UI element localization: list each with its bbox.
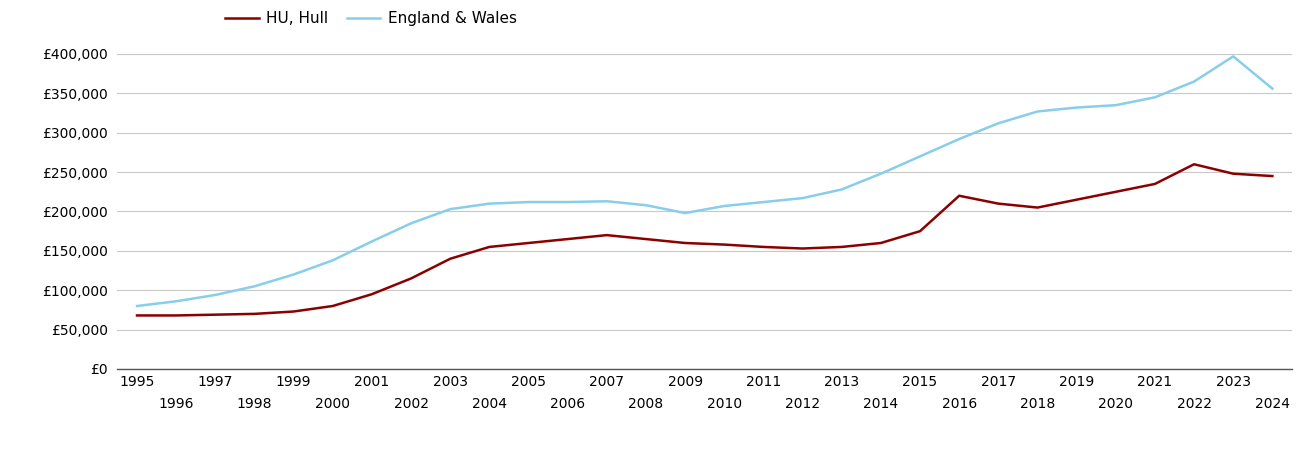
England & Wales	[247, 284, 262, 289]
HU, Hull	[1030, 205, 1045, 210]
Line: England & Wales: England & Wales	[137, 56, 1272, 306]
HU, Hull	[1069, 197, 1084, 202]
Line: HU, Hull: HU, Hull	[137, 164, 1272, 315]
England & Wales	[325, 257, 341, 263]
HU, Hull	[873, 240, 889, 246]
England & Wales	[364, 238, 380, 244]
HU, Hull	[1186, 162, 1202, 167]
HU, Hull	[482, 244, 497, 250]
England & Wales	[951, 136, 967, 142]
England & Wales	[716, 203, 732, 209]
England & Wales	[168, 299, 184, 304]
England & Wales	[403, 220, 419, 226]
HU, Hull	[599, 232, 615, 238]
HU, Hull	[1108, 189, 1124, 194]
England & Wales	[677, 210, 693, 216]
England & Wales	[1265, 86, 1280, 91]
HU, Hull	[560, 236, 576, 242]
HU, Hull	[716, 242, 732, 247]
HU, Hull	[1265, 173, 1280, 179]
England & Wales	[1225, 54, 1241, 59]
HU, Hull	[951, 193, 967, 198]
England & Wales	[638, 202, 654, 208]
HU, Hull	[990, 201, 1006, 206]
HU, Hull	[795, 246, 810, 251]
England & Wales	[912, 153, 928, 159]
England & Wales	[990, 121, 1006, 126]
England & Wales	[521, 199, 536, 205]
England & Wales	[560, 199, 576, 205]
HU, Hull	[403, 276, 419, 281]
England & Wales	[286, 272, 301, 277]
HU, Hull	[638, 236, 654, 242]
England & Wales	[834, 187, 850, 192]
England & Wales	[599, 198, 615, 204]
England & Wales	[207, 292, 223, 298]
England & Wales	[1147, 94, 1163, 100]
HU, Hull	[1147, 181, 1163, 187]
Legend: HU, Hull, England & Wales: HU, Hull, England & Wales	[219, 5, 523, 32]
HU, Hull	[1225, 171, 1241, 176]
HU, Hull	[207, 312, 223, 317]
England & Wales	[1108, 103, 1124, 108]
England & Wales	[756, 199, 771, 205]
HU, Hull	[912, 229, 928, 234]
England & Wales	[1069, 105, 1084, 110]
HU, Hull	[834, 244, 850, 250]
HU, Hull	[325, 303, 341, 309]
HU, Hull	[364, 292, 380, 297]
HU, Hull	[168, 313, 184, 318]
HU, Hull	[286, 309, 301, 314]
HU, Hull	[521, 240, 536, 246]
England & Wales	[129, 303, 145, 309]
HU, Hull	[129, 313, 145, 318]
England & Wales	[442, 207, 458, 212]
England & Wales	[1030, 109, 1045, 114]
England & Wales	[482, 201, 497, 206]
HU, Hull	[677, 240, 693, 246]
England & Wales	[795, 195, 810, 201]
HU, Hull	[247, 311, 262, 317]
HU, Hull	[756, 244, 771, 250]
England & Wales	[1186, 79, 1202, 84]
England & Wales	[873, 171, 889, 176]
HU, Hull	[442, 256, 458, 261]
